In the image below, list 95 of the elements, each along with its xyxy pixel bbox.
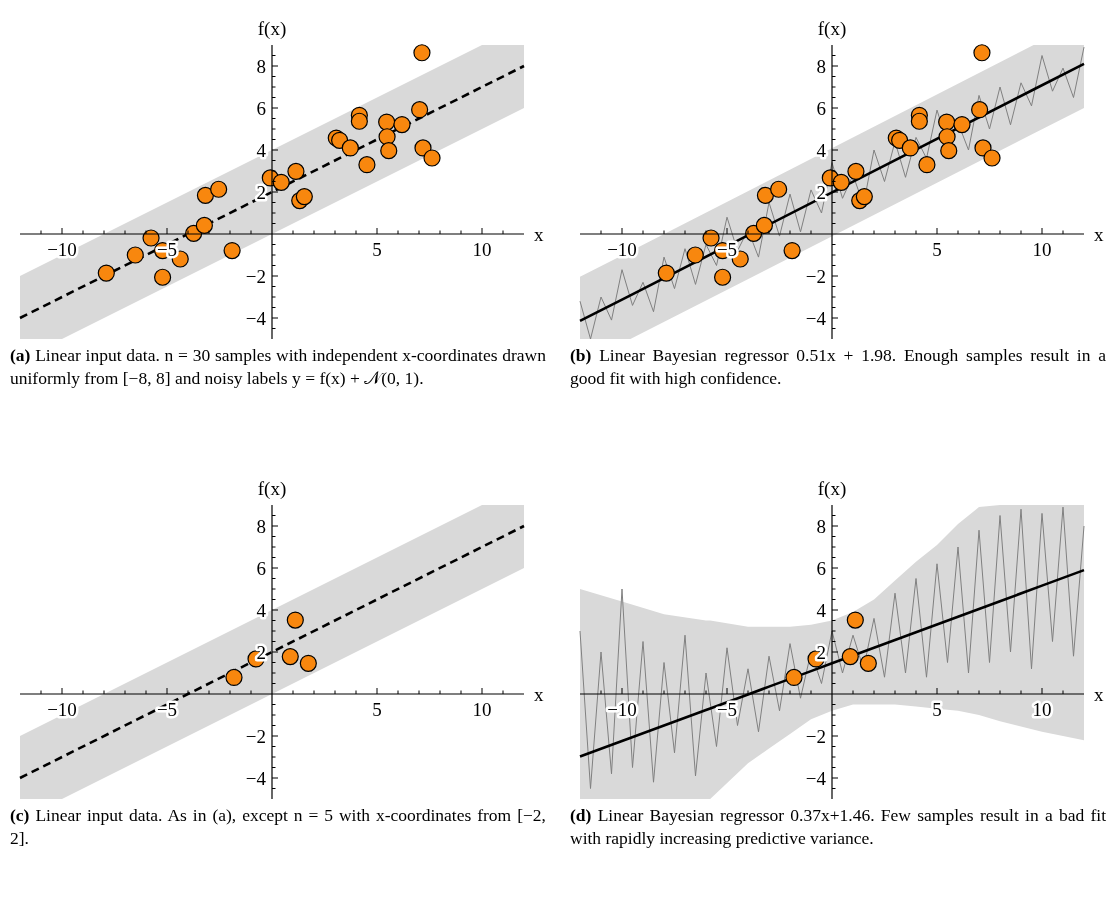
y-tick-label: 8 [256,55,266,77]
x-tick-label: −10 [47,239,77,260]
point [847,162,865,181]
point [940,142,958,160]
y-tick-label: 2 [256,641,266,663]
point [341,139,359,157]
y-tick-label: 4 [256,139,267,161]
point [195,216,213,234]
point [423,149,441,167]
y-tick-label: 4 [816,599,827,621]
x-tick-label: 5 [932,699,942,720]
point [295,188,313,206]
point [380,142,398,160]
point [901,139,919,157]
point [783,241,801,260]
x-tick-label: −10 [607,699,637,720]
y-tick-label: 2 [816,641,826,663]
point [126,246,144,264]
y-tick-label: 2 [256,181,266,203]
y-tick-label: 4 [816,139,827,161]
point [223,241,241,260]
x-axis-title: x [1094,683,1104,705]
x-tick-label: −5 [716,699,738,720]
y-axis-title: f(x) [817,478,847,500]
y-tick-label: −4 [805,307,827,329]
x-tick-label: −5 [156,699,178,720]
x-tick-label: 5 [932,239,942,260]
point [910,112,928,130]
point [210,180,228,198]
text: (b) Linear Bayesian regressor 0.51x + 1.98. Enough samples result in a good fit with high confidence. [570,344,1106,390]
y-axis-title: f(x) [257,18,287,40]
point [413,44,431,62]
x-tick-label: 10 [1032,699,1052,720]
x-tick-label: 10 [472,239,492,260]
y-axis-title: f(x) [817,18,847,40]
point [657,264,675,282]
point [971,101,989,119]
point [846,611,864,629]
point [287,162,305,181]
y-tick-label: 4 [256,599,267,621]
x-tick-label: −10 [47,699,77,720]
text: (c) Linear input data. As in (a), except n = 5 with x-coordinates from [−2, 2]. [10,804,546,850]
y-tick-label: −4 [805,767,827,789]
x-axis-title: x [1094,223,1104,245]
x-tick-label: 10 [472,699,492,720]
point [785,668,803,687]
x-axis-title: x [534,223,544,245]
point [225,668,243,687]
y-tick-label: 6 [816,557,826,579]
point [973,44,991,62]
point [378,113,396,131]
point [859,654,877,672]
point [713,268,732,286]
point [953,115,971,134]
point [855,188,873,206]
y-tick-label: −4 [245,307,267,329]
point [983,149,1001,167]
point [770,180,788,198]
x-tick-label: 10 [1032,239,1052,260]
point [755,216,773,234]
point [272,173,290,191]
y-tick-label: −2 [245,265,266,287]
point [411,101,429,119]
point [299,654,317,672]
point [358,156,376,174]
text: (d) Linear Bayesian regressor 0.37x+1.46. Few samples result in a bad fit with rapidly increasing predictive variance. [570,804,1106,850]
point [153,268,172,286]
y-tick-label: 8 [816,515,826,537]
x-tick-label: 5 [372,699,382,720]
point [281,648,299,666]
point [196,186,215,204]
point [756,186,775,204]
point [286,611,304,629]
point [841,648,859,666]
y-tick-label: −2 [805,265,826,287]
point [938,113,956,131]
y-tick-label: −4 [245,767,267,789]
point [686,246,704,264]
point [350,112,368,130]
y-tick-label: −2 [245,725,266,747]
text: (a) Linear input data. n = 30 samples with independent x-coordinates drawn uniformly from [−8, 8] and noisy labels y = f(x) + 𝒩(0, 1). [10,344,546,390]
y-tick-label: −2 [805,725,826,747]
x-tick-label: −10 [607,239,637,260]
y-tick-label: 8 [816,55,826,77]
point [393,115,411,134]
y-tick-label: 6 [256,97,266,119]
y-tick-label: 6 [816,97,826,119]
x-tick-label: 5 [372,239,382,260]
y-tick-label: 6 [256,557,266,579]
y-axis-title: f(x) [257,478,287,500]
point [918,156,936,174]
y-tick-label: 8 [256,515,266,537]
point [97,264,115,282]
x-axis-title: x [534,683,544,705]
point [832,173,850,191]
